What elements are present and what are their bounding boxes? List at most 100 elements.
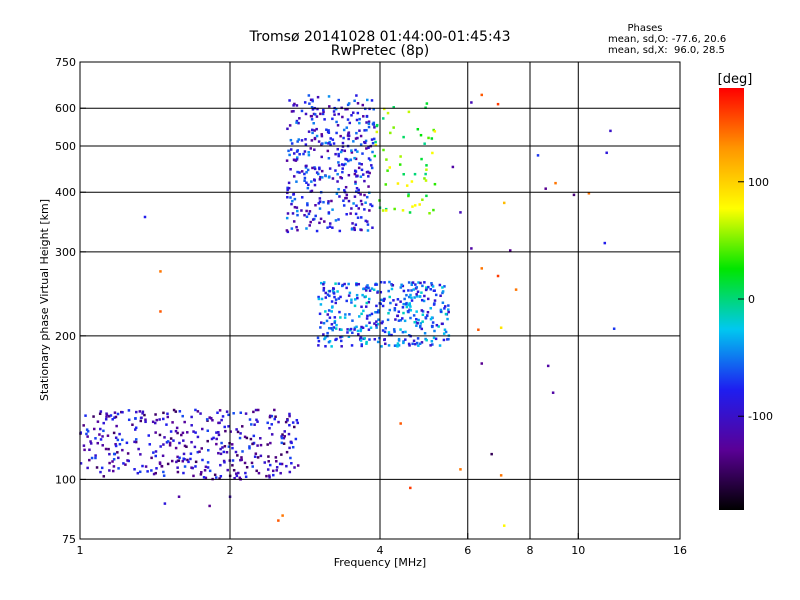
echo-point [85,428,89,431]
echo-point [141,464,144,468]
echo-point [206,466,210,469]
echo-point [402,289,406,293]
echo-point [187,460,190,464]
echo-point [406,310,410,313]
echo-point [154,471,157,475]
echo-point [285,159,289,162]
echo-point [359,193,362,196]
echo-point [151,420,155,424]
echo-point [222,450,226,454]
x-tick-label: 1 [77,544,84,557]
echo-point [144,420,147,424]
echo-point [251,442,254,446]
echo-point [420,309,424,312]
echo-point [337,154,340,158]
echo-point [219,452,223,456]
echo-point [182,452,186,456]
echo-point [172,408,176,412]
echo-point [290,441,293,445]
echo-point [421,310,425,313]
echo-point [399,319,403,322]
echo-point [253,455,257,458]
echo-point [316,172,320,176]
echo-point [190,415,193,419]
echo-point [305,171,308,174]
echo-point [154,450,158,453]
echo-point [112,452,116,456]
echo-point [415,293,418,296]
echo-point [323,220,326,223]
echo-point [90,456,94,460]
echo-point [429,344,432,347]
echo-point [343,189,346,192]
echo-point [355,190,358,193]
echo-point [252,410,255,414]
echo-point [432,128,435,132]
echo-point [290,142,294,145]
echo-point [433,182,437,186]
echo-point [431,321,435,324]
echo-point [277,420,280,424]
echo-point [161,454,165,458]
echo-point [359,329,362,333]
echo-point [419,322,423,325]
echo-point [332,142,336,145]
echo-point [310,189,314,193]
echo-point [94,437,97,440]
echo-point [227,445,231,448]
y-tick-label: 100 [55,473,76,486]
echo-point [470,101,473,104]
echo-point [300,139,304,142]
echo-point [254,452,258,455]
echo-point [365,128,368,132]
echo-point [430,282,433,285]
echo-point [326,226,329,229]
echo-point [331,117,334,121]
echo-point [322,283,325,286]
x-tick-label: 4 [377,544,384,557]
echo-point [354,157,358,161]
echo-point [114,415,118,419]
echo-point [421,198,424,201]
echo-point [427,285,430,289]
echo-point [326,313,330,316]
echo-point [386,169,389,172]
echo-point [415,286,419,289]
echo-point [337,112,340,116]
echo-point [365,340,368,344]
echo-point [346,331,349,334]
echo-point [317,295,320,299]
echo-point [316,95,320,99]
echo-point [420,341,424,344]
echo-point [388,295,391,299]
echo-point [218,409,222,412]
echo-point [100,466,104,470]
echo-point [387,344,391,347]
echo-point [143,215,147,219]
echo-point [402,311,405,315]
echo-point [183,444,187,448]
stats-heading: Phases [627,23,662,34]
echo-point [175,460,178,464]
y-tick-label: 750 [55,56,76,69]
echo-point [206,439,209,443]
echo-point [288,446,291,450]
echo-point [126,452,130,455]
echo-point [215,442,218,446]
echo-point [367,300,371,304]
echo-point [294,437,298,441]
echo-point [273,408,276,412]
echo-point [331,208,334,211]
echo-point [125,441,129,445]
echo-point [355,293,359,297]
echo-point [334,301,338,305]
echo-point [416,321,419,325]
echo-point [193,445,197,449]
echo-point [370,204,374,208]
echo-point [346,118,350,121]
echo-point [292,104,295,107]
echo-point [194,460,198,464]
echo-point [327,340,331,344]
echo-point [205,418,209,421]
echo-point [318,197,322,200]
